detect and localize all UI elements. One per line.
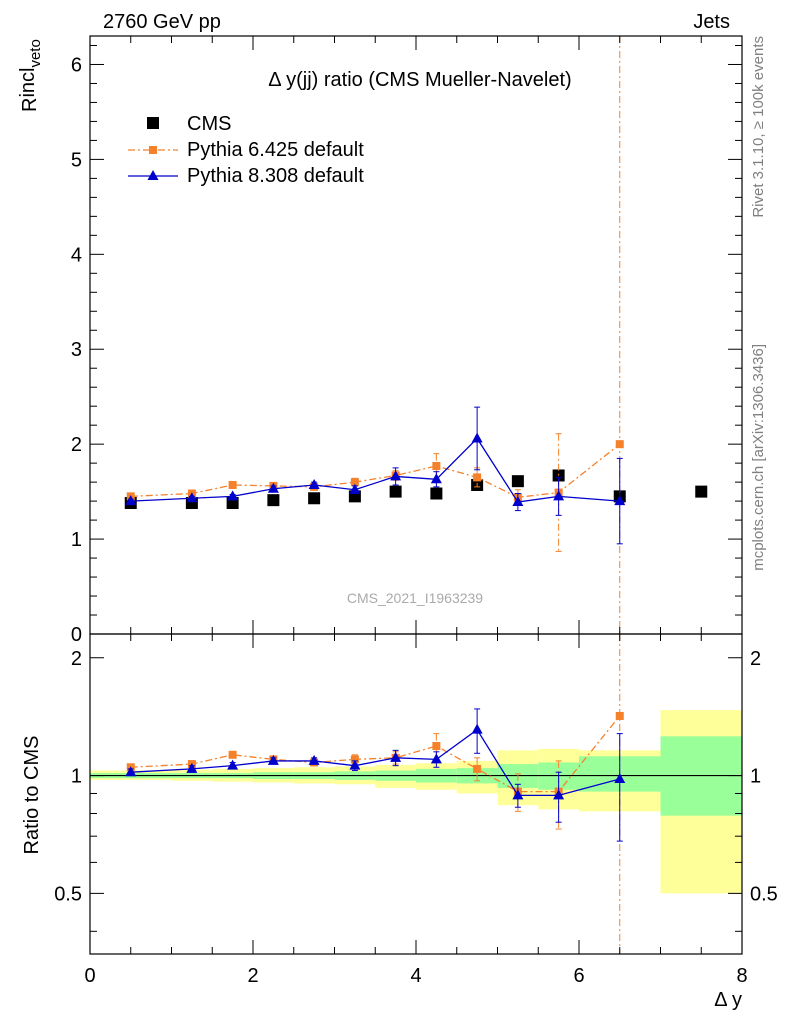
y-axis-label-ratio: Ratio to CMS — [21, 736, 43, 855]
analysis-watermark: CMS_2021_I1963239 — [347, 590, 483, 606]
cms-data-point — [695, 485, 708, 498]
pythia8-ratio-marker — [308, 754, 320, 765]
pythia6-ratio-line — [130, 715, 621, 793]
legend-pythia6-marker — [149, 146, 157, 154]
pythia8-ratio-marker — [186, 762, 198, 773]
pythia8-main-marker — [227, 490, 239, 501]
y-tick-label-main: 6 — [71, 54, 82, 76]
main-panel-data — [124, 36, 708, 635]
legend-cms-marker — [147, 117, 159, 129]
pythia8-ratio-marker — [614, 772, 626, 783]
pythia8-main-marker — [308, 478, 320, 489]
pythia8-ratio-marker — [349, 759, 361, 770]
y-tick-label-main: 2 — [71, 434, 82, 456]
y-tick-label-ratio-right: 0.5 — [750, 883, 778, 905]
cms-data-point — [389, 485, 402, 498]
cms-data-point — [267, 494, 280, 507]
ratio-uncertainty-bands — [90, 710, 742, 894]
pythia8-main-marker — [186, 492, 198, 503]
x-tick-label: 2 — [247, 965, 258, 987]
y-tick-label-main: 3 — [71, 339, 82, 361]
pythia8-main-marker — [430, 473, 442, 484]
pythia6-main-marker — [350, 478, 359, 487]
pythia6-ratio-marker — [350, 755, 359, 764]
x-tick-label: 4 — [410, 965, 421, 987]
y-tick-label-ratio-left: 1 — [71, 766, 82, 788]
pythia8-main-marker — [614, 495, 626, 506]
plot-title: Δ y(jj) ratio (CMS Mueller-Navelet) — [268, 69, 571, 91]
svg-text:Rinclveto: Rinclveto — [17, 39, 44, 112]
pythia8-main-marker — [267, 482, 279, 493]
y-tick-label-ratio-right: 1 — [750, 766, 761, 788]
cms-data-point — [430, 487, 443, 500]
pythia8-ratio-marker — [430, 753, 442, 764]
y-tick-label-main: 4 — [71, 244, 82, 266]
pythia8-ratio-marker — [125, 766, 137, 777]
pythia8-main-marker — [125, 495, 137, 506]
x-axis-label: Δ y — [714, 989, 742, 1011]
y-tick-label-ratio-left: 2 — [71, 648, 82, 670]
pythia8-ratio-marker — [227, 759, 239, 770]
pythia8-ratio-marker — [390, 751, 402, 762]
header-energy-label: 2760 GeV pp — [103, 11, 221, 33]
pythia6-main-line — [130, 443, 621, 498]
y-tick-label-ratio-left: 0.5 — [54, 883, 82, 905]
x-tick-label: 0 — [84, 965, 95, 987]
pythia8-main-marker — [349, 483, 361, 494]
pythia8-main-marker — [512, 496, 524, 507]
y-tick-label-main: 5 — [71, 149, 82, 171]
legend-pythia8-label: Pythia 8.308 default — [187, 165, 364, 187]
pythia6-ratio-marker — [615, 711, 624, 720]
legend-pythia6-label: Pythia 6.425 default — [187, 139, 364, 161]
pythia8-main-marker — [390, 470, 402, 481]
pythia8-ratio-marker — [553, 789, 565, 800]
pythia6-ratio-marker — [228, 750, 237, 759]
pythia8-main-line — [130, 437, 620, 503]
y-label-sup: incl — [17, 68, 39, 98]
y-label-r: R — [19, 98, 41, 112]
pythia6-main-marker — [228, 480, 237, 489]
ratio-panel-data — [90, 634, 742, 954]
mcplots-label: mcplots.cern.ch [arXiv:1306.3436] — [750, 344, 767, 571]
x-tick-label: 6 — [573, 965, 584, 987]
pythia6-ratio-marker — [432, 742, 441, 750]
legend: CMS Pythia 6.425 default Pythia 8.308 de… — [128, 113, 364, 187]
y-axis-label-main: Rinclveto — [17, 39, 44, 112]
y-tick-label-ratio-right: 2 — [750, 648, 761, 670]
rivet-version-label: Rivet 3.1.10, ≥ 100k events — [750, 36, 767, 218]
pythia8-ratio-marker — [471, 723, 483, 734]
y-tick-label-main: 1 — [71, 529, 82, 551]
legend-cms-label: CMS — [187, 113, 231, 135]
x-tick-label: 8 — [736, 965, 747, 987]
pythia8-ratio-line — [130, 728, 620, 797]
cms-data-point — [308, 492, 321, 505]
pythia8-ratio-marker — [267, 754, 279, 765]
pythia8-main-marker — [471, 432, 483, 443]
pythia8-ratio-marker — [512, 789, 524, 800]
cms-data-point — [511, 475, 524, 488]
header-jets-label: Jets — [693, 11, 730, 33]
pythia6-main-marker — [432, 461, 441, 470]
y-label-sub: veto — [27, 39, 44, 67]
y-tick-label-main: 0 — [71, 624, 82, 646]
pythia8-main-marker — [553, 490, 565, 501]
legend-pythia8-marker — [147, 170, 159, 180]
pythia6-main-marker — [473, 473, 482, 482]
pythia6-main-marker — [615, 440, 624, 449]
pythia6-ratio-marker — [473, 764, 482, 773]
